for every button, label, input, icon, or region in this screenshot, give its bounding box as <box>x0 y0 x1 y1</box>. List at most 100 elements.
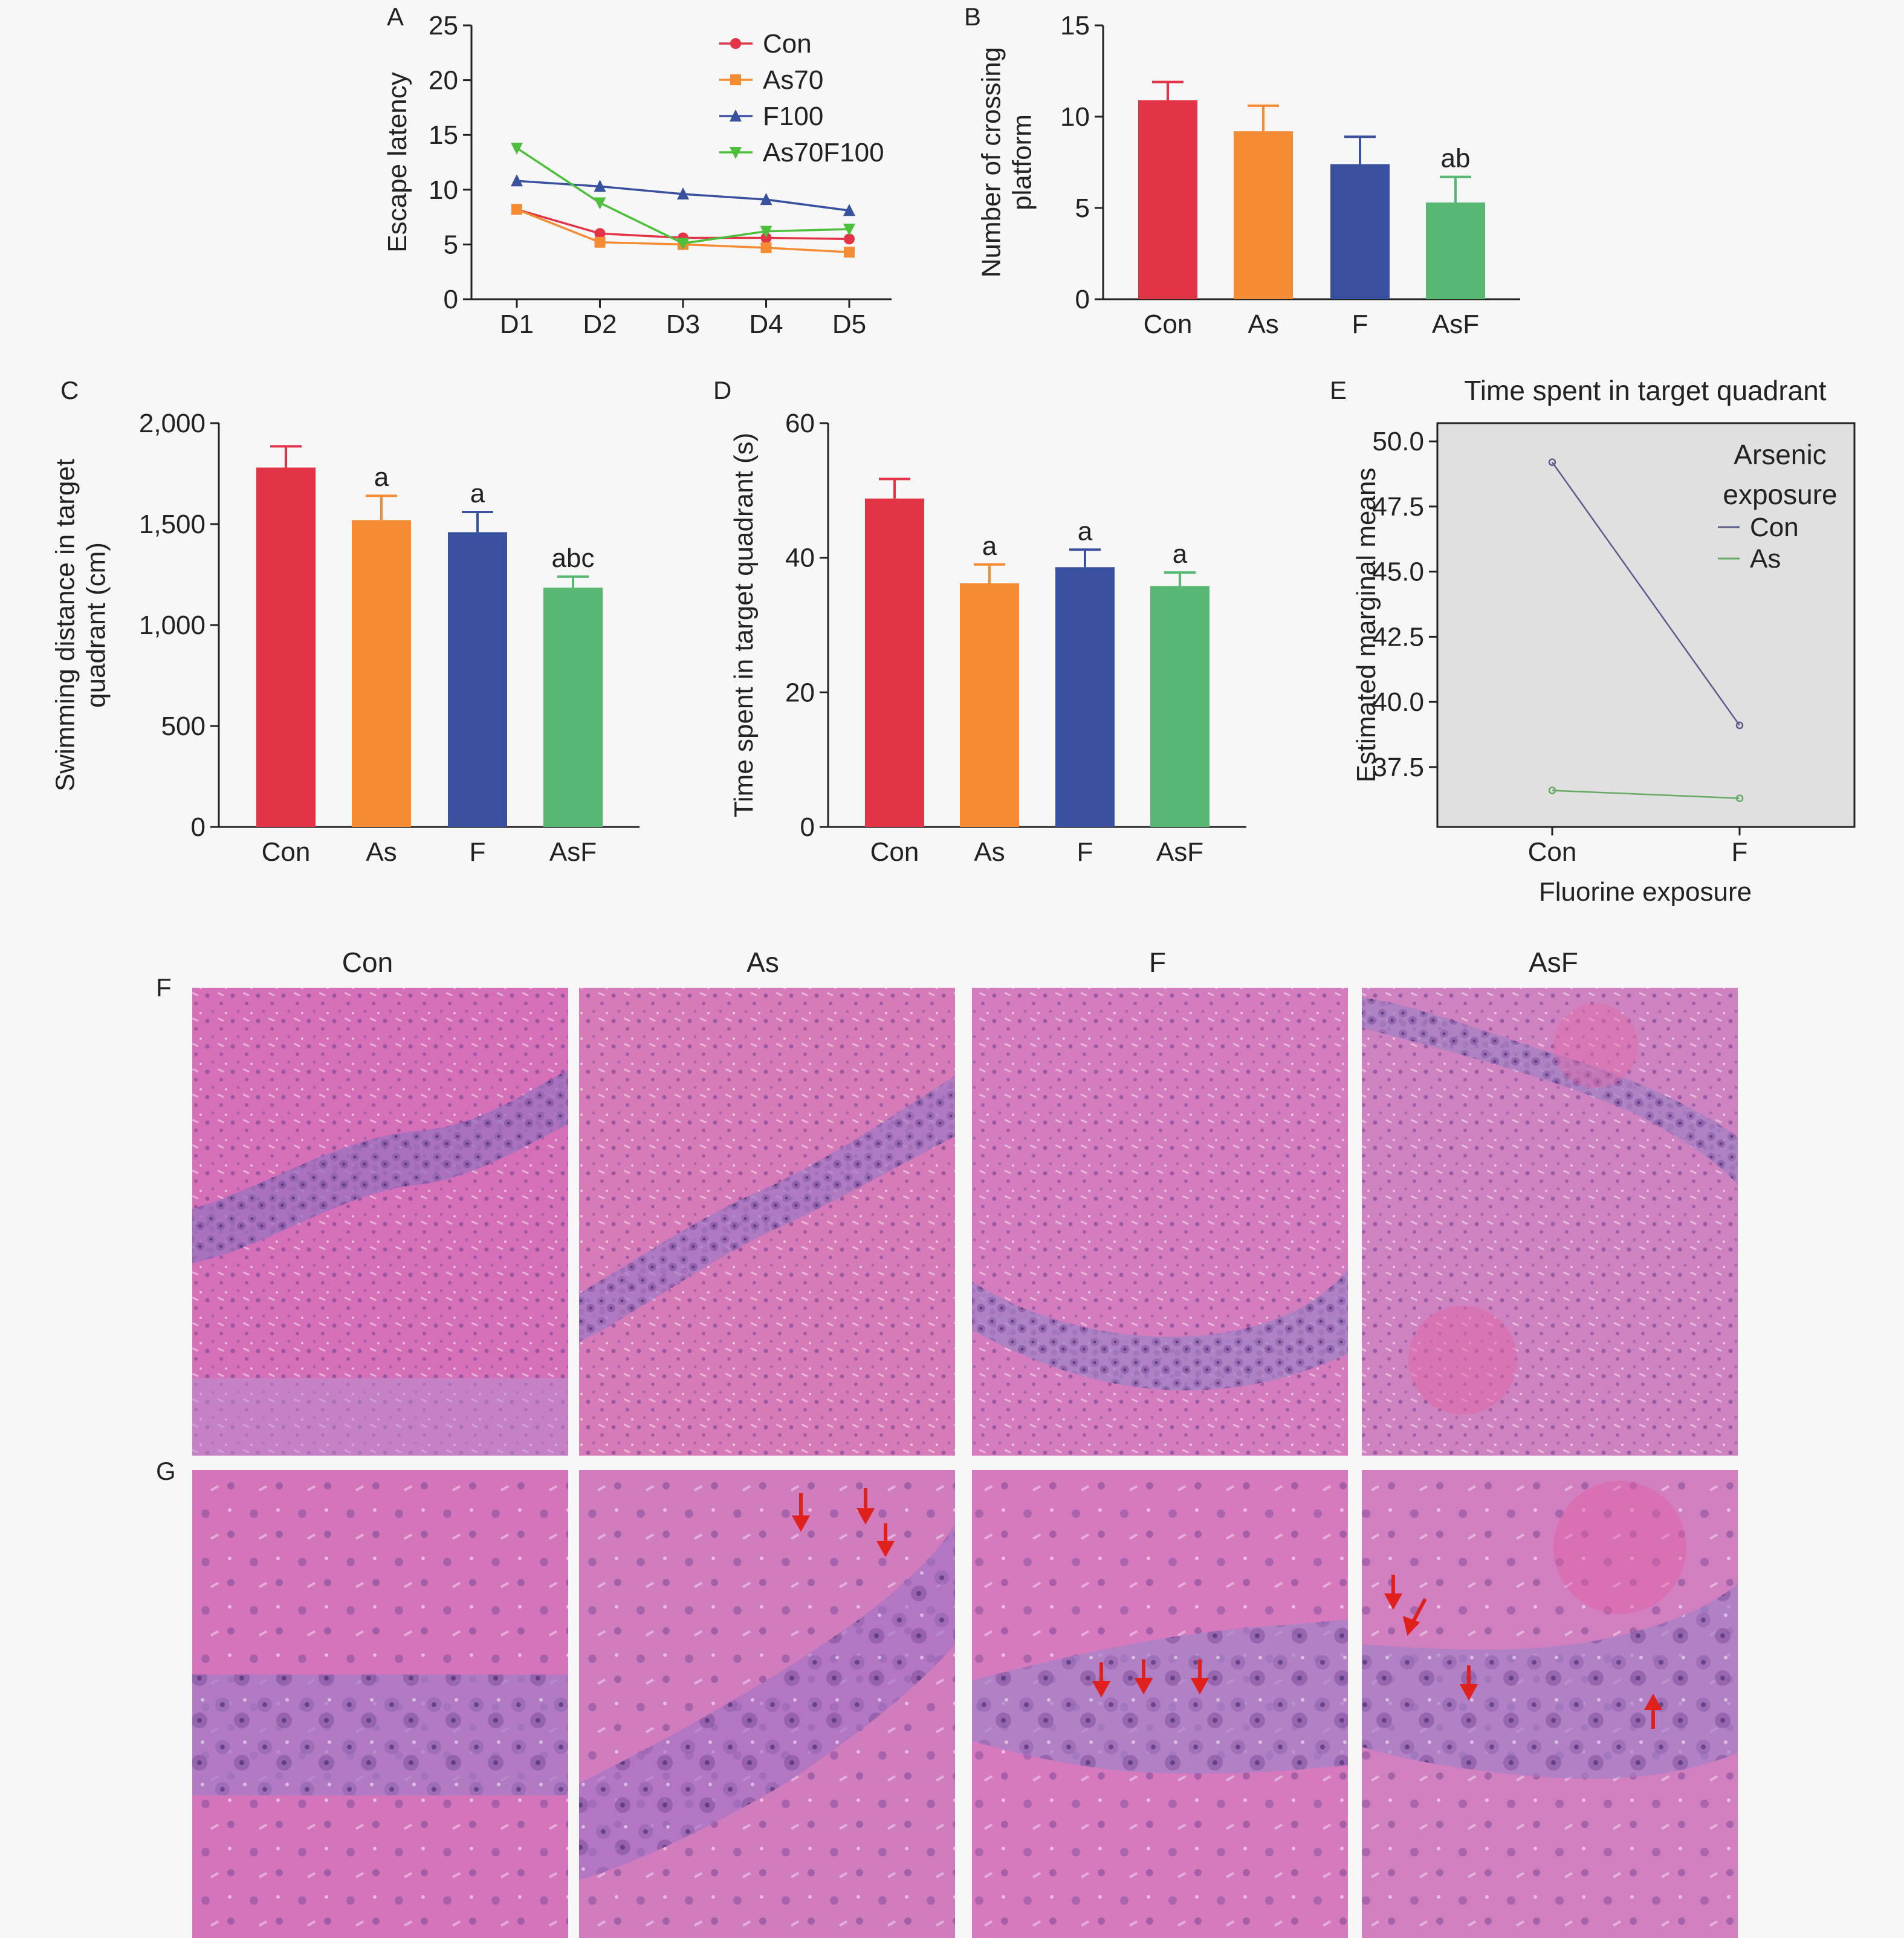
data-point-as70f100 <box>677 238 689 250</box>
data-point-f100 <box>760 193 772 206</box>
data-point-as70 <box>594 236 606 248</box>
data-point-as <box>1735 794 1744 802</box>
histology-image-g-asf <box>1362 1470 1738 1938</box>
data-point-con <box>1548 458 1556 466</box>
x-tick-label: AsF <box>1156 837 1203 867</box>
legend-label: As70F100 <box>763 138 884 167</box>
panel-e-letter: E <box>1330 376 1347 404</box>
y-tick-label: 1,500 <box>139 510 206 539</box>
x-tick-label: Con <box>1528 837 1577 867</box>
x-tick-label: D5 <box>832 309 866 339</box>
y-tick-label: 0 <box>444 285 458 314</box>
panel-e-axes: 37.5 40.0 42.5 45.0 47.5 50.0 Con F Fluorine exp… <box>1352 375 1856 907</box>
x-tick-label: Con <box>1144 309 1193 339</box>
arrow-asf-3 <box>1459 1665 1478 1701</box>
bar-f <box>1330 164 1390 299</box>
significance-label: a <box>1173 539 1188 569</box>
x-tick-label: F <box>1077 837 1093 867</box>
panel-a-axes: 0 5 10 15 20 25 D1 D2 D3 D4 D5 Escape latency <box>383 11 892 339</box>
panel-c-letter: C <box>60 376 79 404</box>
histology-image-f-f <box>972 988 1348 1456</box>
histology-column-title-f: F <box>1149 947 1166 978</box>
bar-as <box>352 520 411 827</box>
x-tick-label: D3 <box>666 309 700 339</box>
significance-label: ab <box>1441 144 1471 173</box>
x-tick-label: D4 <box>749 309 783 339</box>
series-line-as <box>1552 789 1740 799</box>
y-tick-label: 45.0 <box>1372 557 1424 587</box>
arrow-asf-2 <box>1402 1598 1427 1636</box>
y-tick-label: 40.0 <box>1372 687 1424 717</box>
data-point-as70 <box>760 242 772 253</box>
bar-as <box>960 583 1019 827</box>
data-point-f100 <box>594 180 606 192</box>
arrow-f-1 <box>1092 1662 1111 1698</box>
y-tick-label: 0 <box>800 812 815 842</box>
data-point-as <box>1548 786 1556 794</box>
histology-column-title-asf: AsF <box>1529 947 1578 978</box>
y-tick-label: 47.5 <box>1372 492 1424 522</box>
arrow-as-2 <box>856 1488 875 1525</box>
histology-column-title-con: Con <box>342 947 393 978</box>
x-tick-label: AsF <box>549 837 597 867</box>
y-tick-label: 25 <box>429 11 458 41</box>
bar-con <box>1138 100 1197 299</box>
data-point-f100 <box>843 204 855 216</box>
x-axis-title: Fluorine exposure <box>1539 877 1752 907</box>
x-tick-label: Con <box>262 837 311 867</box>
y-tick-label: 20 <box>785 678 815 707</box>
bar-con <box>865 498 924 827</box>
data-point-f100 <box>677 187 689 200</box>
data-point-as70f100 <box>594 197 606 210</box>
arrow-f-2 <box>1134 1659 1153 1695</box>
y-axis-title: Number of crossing <box>977 47 1006 277</box>
significance-label: a <box>470 479 485 508</box>
arrow-asf-1 <box>1384 1575 1403 1610</box>
legend-marker <box>730 74 741 85</box>
data-point-f100 <box>511 174 523 187</box>
histology-image-f-con <box>192 988 568 1456</box>
significance-label: a <box>982 531 997 561</box>
arrow-f-3 <box>1190 1659 1209 1695</box>
row-label-f: F <box>156 973 172 1002</box>
legend-marker <box>730 147 742 159</box>
y-tick-label: 10 <box>1060 102 1090 132</box>
x-tick-label: D2 <box>583 309 617 339</box>
panel-c-bars: a a abc <box>256 445 603 827</box>
y-tick-label: 42.5 <box>1372 622 1424 652</box>
histology-column-title-as: As <box>746 947 779 978</box>
histology-image-g-con <box>192 1470 568 1938</box>
y-axis-title: Estimated marginal means <box>1352 468 1381 783</box>
y-axis-title: Swimming distance in target <box>51 459 80 791</box>
y-tick-label: 5 <box>1075 193 1090 223</box>
histology-image-grid: F G Con As F AsF <box>156 947 1738 1938</box>
y-tick-label: 1,000 <box>139 611 206 640</box>
y-tick-label: 0 <box>191 812 206 842</box>
y-tick-label: 10 <box>429 175 458 205</box>
bar-f <box>1055 567 1115 827</box>
damage-arrows <box>791 1488 1663 1729</box>
legend-label: As <box>1750 544 1781 574</box>
panel-a-escape-latency-chart: A 0 5 10 15 20 25 D1 D2 D3 D4 D5 Escape latency Con… <box>383 2 892 339</box>
data-point-con <box>1735 721 1744 730</box>
y-axis-title: Escape latency <box>383 72 412 252</box>
plot-area <box>1436 422 1856 828</box>
data-point-as70f100 <box>511 142 523 155</box>
panel-e-series <box>1548 458 1744 802</box>
arrow-as-1 <box>791 1493 811 1532</box>
series-line-con <box>1551 461 1741 726</box>
panel-e-marginal-means-chart: E 37.5 40.0 42.5 45.0 47.5 50.0 Con F Fluorine e… <box>1330 375 1856 907</box>
row-label-g: G <box>156 1457 176 1485</box>
bar-asf <box>543 588 603 827</box>
y-axis-title: platform <box>1007 114 1037 210</box>
y-tick-label: 15 <box>1060 11 1090 41</box>
legend-label: As70 <box>763 65 823 95</box>
histology-image-g-as <box>579 1470 955 1938</box>
